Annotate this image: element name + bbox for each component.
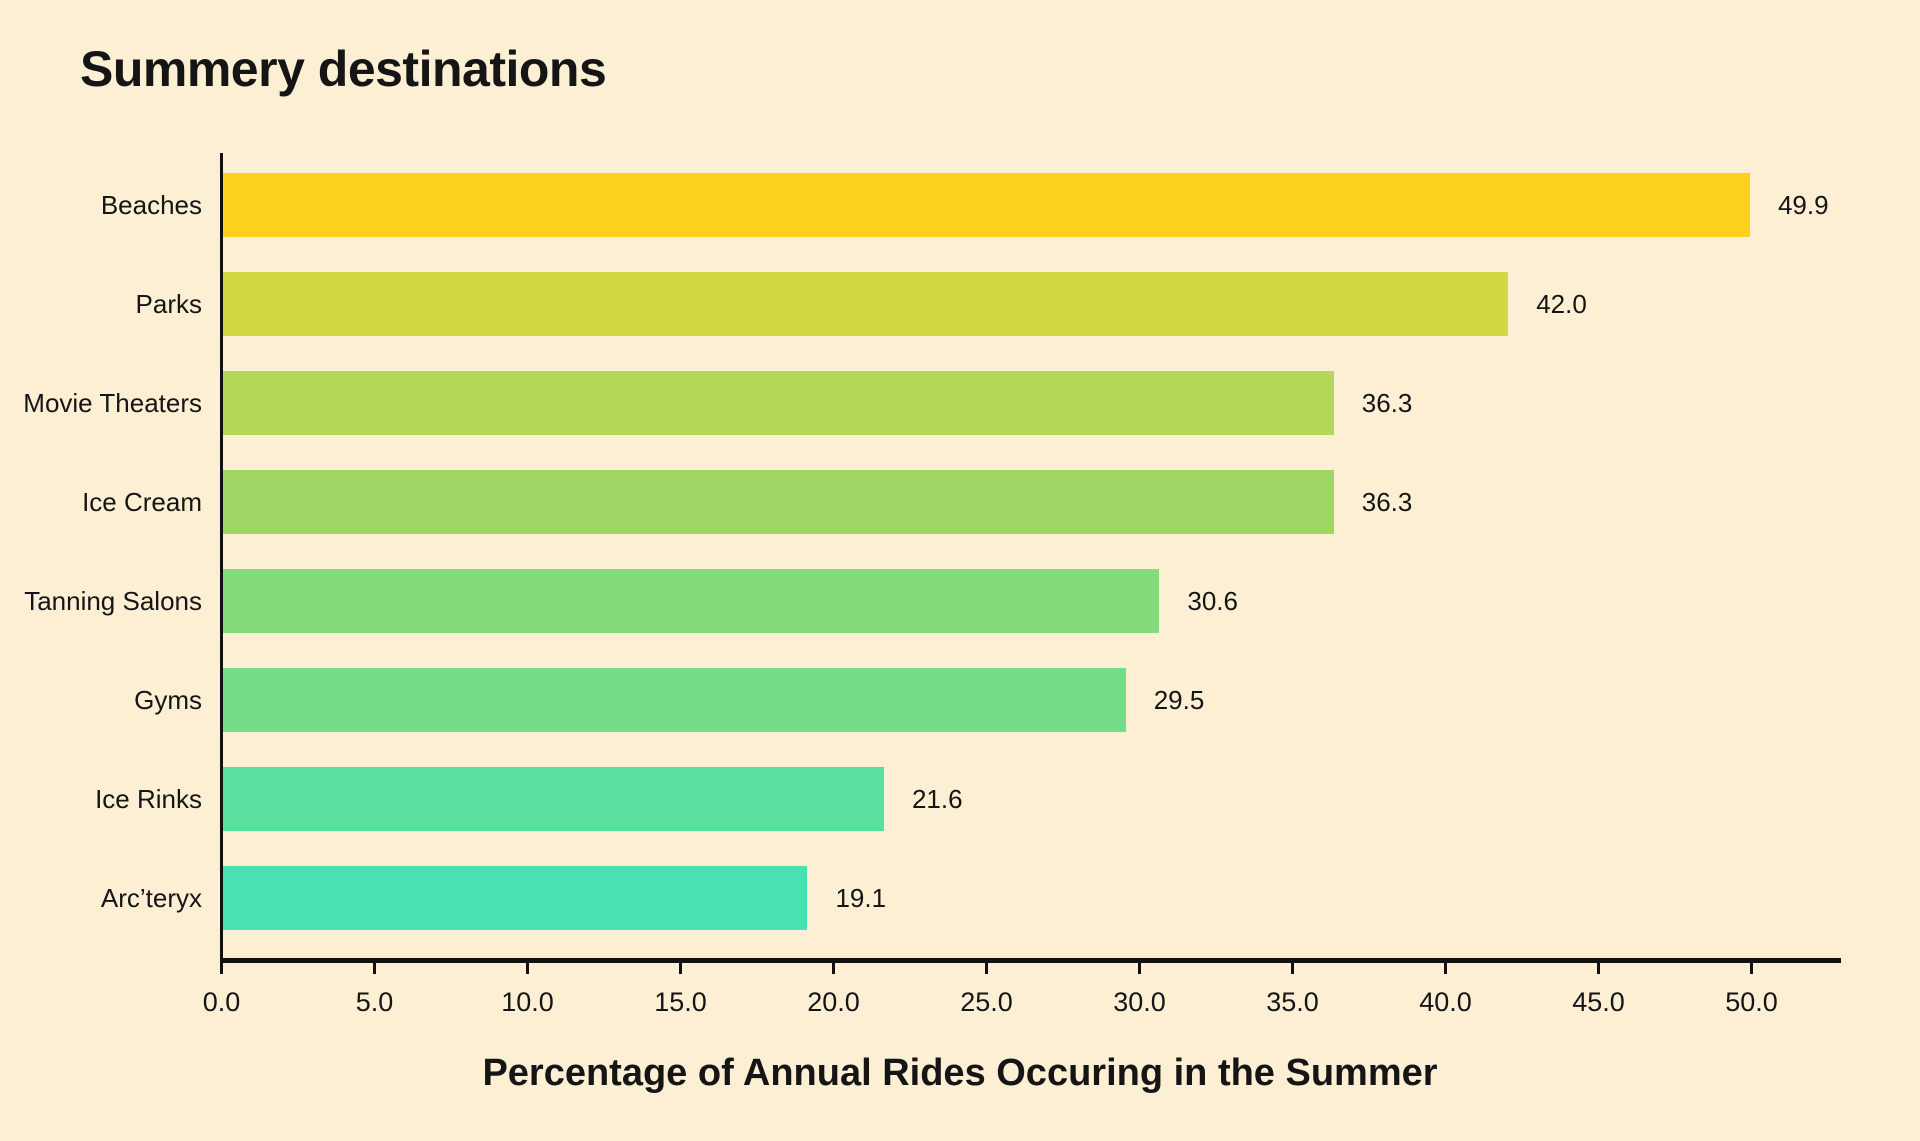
bar-row: 19.1 xyxy=(223,866,1913,930)
bar-row: 36.3 xyxy=(223,470,1913,534)
bar-value-label: 36.3 xyxy=(1361,387,1413,418)
bar-value-label: 29.5 xyxy=(1153,684,1205,715)
x-tick xyxy=(1750,963,1753,974)
chart-title: Summery destinations xyxy=(80,41,607,97)
bar xyxy=(223,371,1334,435)
category-label: Beaches xyxy=(100,189,202,220)
bar-row: 49.9 xyxy=(223,173,1913,237)
x-tick xyxy=(1291,963,1294,974)
bar xyxy=(223,569,1160,633)
bar-value-label: 49.9 xyxy=(1777,189,1829,220)
category-label: Ice Rinks xyxy=(95,783,202,814)
x-tick xyxy=(832,963,835,974)
x-tick xyxy=(373,963,376,974)
bar-value-label: 21.6 xyxy=(911,783,963,814)
x-ticks: 0.0 5.0 10.0 15.0 20.0 25.0 30.0 35.0 40.0 45.0 50… xyxy=(0,963,1920,1017)
x-tick-label: 25.0 xyxy=(960,987,1013,1017)
x-tick-label: 10.0 xyxy=(501,987,554,1017)
bar-value-label: 30.6 xyxy=(1187,585,1238,616)
category-label: Parks xyxy=(135,288,202,319)
x-tick xyxy=(220,963,223,974)
category-label: Movie Theaters xyxy=(23,387,202,418)
category-label: Arc’teryx xyxy=(100,882,202,913)
x-tick-label: 0.0 xyxy=(202,987,241,1017)
x-tick-label: 50.0 xyxy=(1725,987,1778,1017)
x-tick xyxy=(1138,963,1141,974)
bar-row: 36.3 xyxy=(223,371,1913,435)
category-labels: Beaches Parks Movie Theaters Ice Cream Tanni… xyxy=(0,173,202,965)
x-tick-label: 35.0 xyxy=(1266,987,1319,1017)
y-axis-line xyxy=(220,153,223,963)
bar xyxy=(223,866,808,930)
category-label: Gyms xyxy=(134,684,202,715)
x-axis-title: Percentage of Annual Rides Occuring in t… xyxy=(482,1052,1438,1094)
x-axis-line xyxy=(220,958,1841,963)
bar xyxy=(223,173,1750,237)
x-tick-label: 40.0 xyxy=(1419,987,1472,1017)
bar-row: 30.6 xyxy=(223,569,1913,633)
bar-row: 29.5 xyxy=(223,668,1913,732)
bar-value-label: 42.0 xyxy=(1536,288,1587,319)
category-label: Tanning Salons xyxy=(24,585,202,616)
x-tick-label: 30.0 xyxy=(1113,987,1166,1017)
x-tick xyxy=(985,963,988,974)
bar-value-label: 19.1 xyxy=(835,882,887,913)
bar-chart: Beaches Parks Movie Theaters Ice Cream Tanni… xyxy=(0,153,1920,1017)
bar xyxy=(223,767,884,831)
bars-area: 49.9 42.0 36.3 36.3 30.6 29.5 21.6 19.1 xyxy=(223,173,1913,965)
x-tick-label: 45.0 xyxy=(1572,987,1625,1017)
x-tick-label: 5.0 xyxy=(355,987,394,1017)
category-label: Ice Cream xyxy=(82,486,202,517)
bar xyxy=(223,470,1334,534)
x-tick xyxy=(1444,963,1447,974)
bar-row: 42.0 xyxy=(223,272,1913,336)
x-tick-label: 20.0 xyxy=(807,987,860,1017)
x-tick-label: 15.0 xyxy=(654,987,707,1017)
x-tick xyxy=(1597,963,1600,974)
x-tick xyxy=(679,963,682,974)
bar-value-label: 36.3 xyxy=(1361,486,1413,517)
x-tick xyxy=(526,963,529,974)
bar xyxy=(223,272,1509,336)
bar xyxy=(223,668,1126,732)
bar-row: 21.6 xyxy=(223,767,1913,831)
